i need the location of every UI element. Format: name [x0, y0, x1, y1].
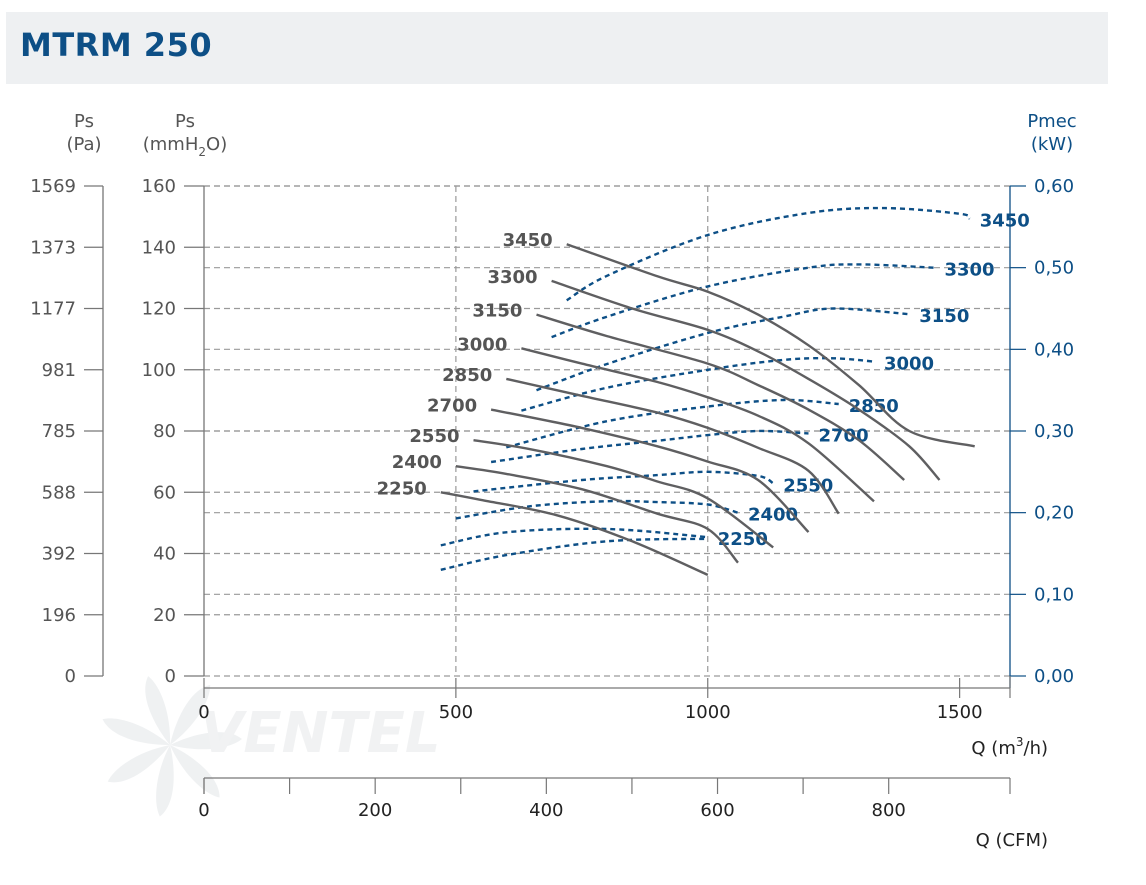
kw-tick-label: 0,60 [1034, 176, 1074, 197]
mm-axis-header: Ps [175, 111, 195, 132]
power-curve-2850 [506, 398, 839, 449]
x-axis-m3h-label: Q (m3/h) [971, 735, 1048, 759]
pressure-curve-label: 2550 [409, 426, 459, 447]
watermark-text: VENTEL [200, 701, 441, 766]
pressure-curve-label: 3300 [487, 267, 537, 288]
pressure-curve-3450 [566, 243, 975, 448]
fan-logo-icon [102, 676, 242, 817]
mm-tick-label: 20 [153, 605, 176, 626]
x-tick-label-cfm: 200 [358, 800, 392, 821]
fan-blade [145, 676, 171, 745]
pa-tick-label: 785 [42, 421, 76, 442]
pa-tick-label: 1373 [30, 237, 76, 258]
page-title: MTRM 250 [20, 26, 213, 64]
mm-tick-label: 40 [153, 544, 176, 565]
power-curve-label: 3150 [919, 306, 969, 327]
chart-axes: 160 1569 140 1373 120 1177 100 981 80 785 60 588 40 3… [30, 176, 1074, 821]
pressure-curve-label: 3450 [503, 230, 553, 251]
fan-blade [107, 745, 170, 783]
power-curve-label: 3000 [884, 354, 934, 375]
x-tick-label-m3h: 500 [439, 702, 473, 723]
x-axis-m3h-label-sup: 3 [1016, 735, 1024, 749]
power-curve-label: 3450 [980, 211, 1030, 232]
pa-tick-label: 196 [42, 605, 76, 626]
mm-axis-unit-end: O) [206, 134, 227, 155]
kw-axis-unit: (kW) [1031, 134, 1073, 155]
kw-tick-label: 0,00 [1034, 666, 1074, 687]
x-tick-label-m3h: 1000 [685, 702, 731, 723]
ventel-watermark-logo: VENTEL [102, 676, 441, 817]
pressure-curve-label: 2250 [377, 478, 427, 499]
x-tick-label-m3h: 0 [198, 702, 209, 723]
pressure-curve-2250 [440, 491, 709, 576]
x-tick-label-cfm: 800 [872, 800, 906, 821]
power-curve-2700 [490, 429, 809, 464]
pa-tick-label: 0 [65, 666, 76, 687]
power-curve-2550 [473, 470, 774, 493]
pressure-curve-label: 3000 [457, 334, 507, 355]
power-curve-label: 2700 [819, 425, 869, 446]
kw-tick-label: 0,50 [1034, 258, 1074, 279]
power-curve-3300 [551, 263, 935, 339]
power-curve-min [440, 537, 708, 571]
mm-tick-label: 120 [142, 299, 176, 320]
pa-tick-label: 1177 [30, 299, 76, 320]
power-curve-3000 [521, 356, 875, 412]
mm-axis-unit-sub: 2 [198, 145, 206, 159]
pressure-curve-3150 [536, 313, 905, 481]
pa-tick-label: 392 [42, 544, 76, 565]
pa-tick-label: 588 [42, 482, 76, 503]
mm-tick-label: 160 [142, 176, 176, 197]
pressure-curve-3300 [551, 279, 941, 481]
power-curve-3150 [536, 307, 910, 392]
pressure-curve-2400 [455, 465, 739, 564]
power-curve-label: 2550 [783, 475, 833, 496]
power-curve-label: 3300 [944, 260, 994, 281]
mm-tick-label: 100 [142, 360, 176, 381]
kw-tick-label: 0,10 [1034, 584, 1074, 605]
x-axis-m3h-label-base: Q (m [971, 738, 1015, 759]
x-tick-label-m3h: 1500 [937, 702, 983, 723]
pressure-curve-2700 [490, 408, 810, 533]
mm-tick-label: 0 [165, 666, 176, 687]
kw-axis-header: Pmec [1027, 111, 1076, 132]
x-axis-m3h-label-end: /h) [1024, 738, 1049, 759]
chart-curves: 3450 3300 3150 3000 2850 2700 2550 2400 2250 3450… [377, 206, 1030, 576]
x-tick-label-cfm: 600 [700, 800, 734, 821]
fan-blade [102, 718, 170, 746]
fan-blade [170, 732, 242, 750]
chart-grid [204, 185, 1010, 677]
x-tick-label-cfm: 400 [529, 800, 563, 821]
mm-tick-label: 60 [153, 482, 176, 503]
kw-tick-label: 0,40 [1034, 339, 1074, 360]
mm-tick-label: 80 [153, 421, 176, 442]
pressure-curve-label: 2400 [392, 452, 442, 473]
pa-tick-label: 981 [42, 360, 76, 381]
pressure-curve-2550 [473, 439, 774, 549]
mm-tick-label: 140 [142, 237, 176, 258]
kw-tick-label: 0,30 [1034, 421, 1074, 442]
pressure-curve-3000 [521, 347, 875, 503]
power-curve-3450 [566, 206, 971, 302]
fan-blade [170, 745, 220, 798]
pa-axis-unit: (Pa) [66, 134, 101, 155]
power-curve-label: 2400 [748, 505, 798, 526]
mm-axis-unit-base: (mmH [143, 134, 199, 155]
pressure-curve-label: 2850 [442, 365, 492, 386]
power-curve-2250 [440, 527, 708, 547]
mm-axis-unit: (mmH2O) [143, 134, 227, 159]
kw-tick-label: 0,20 [1034, 503, 1074, 524]
fan-blade [170, 684, 211, 745]
pressure-curve-label: 2700 [427, 396, 477, 417]
pressure-curve-label: 3150 [472, 301, 522, 322]
title-bar: MTRM 250 [6, 12, 1108, 84]
pa-tick-label: 1569 [30, 176, 76, 197]
pa-axis-header: Ps [74, 111, 94, 132]
pressure-curve-2850 [506, 377, 840, 515]
fan-blade [156, 745, 174, 817]
x-axis-cfm-label: Q (CFM) [976, 830, 1048, 851]
x-tick-label-cfm: 0 [198, 800, 209, 821]
